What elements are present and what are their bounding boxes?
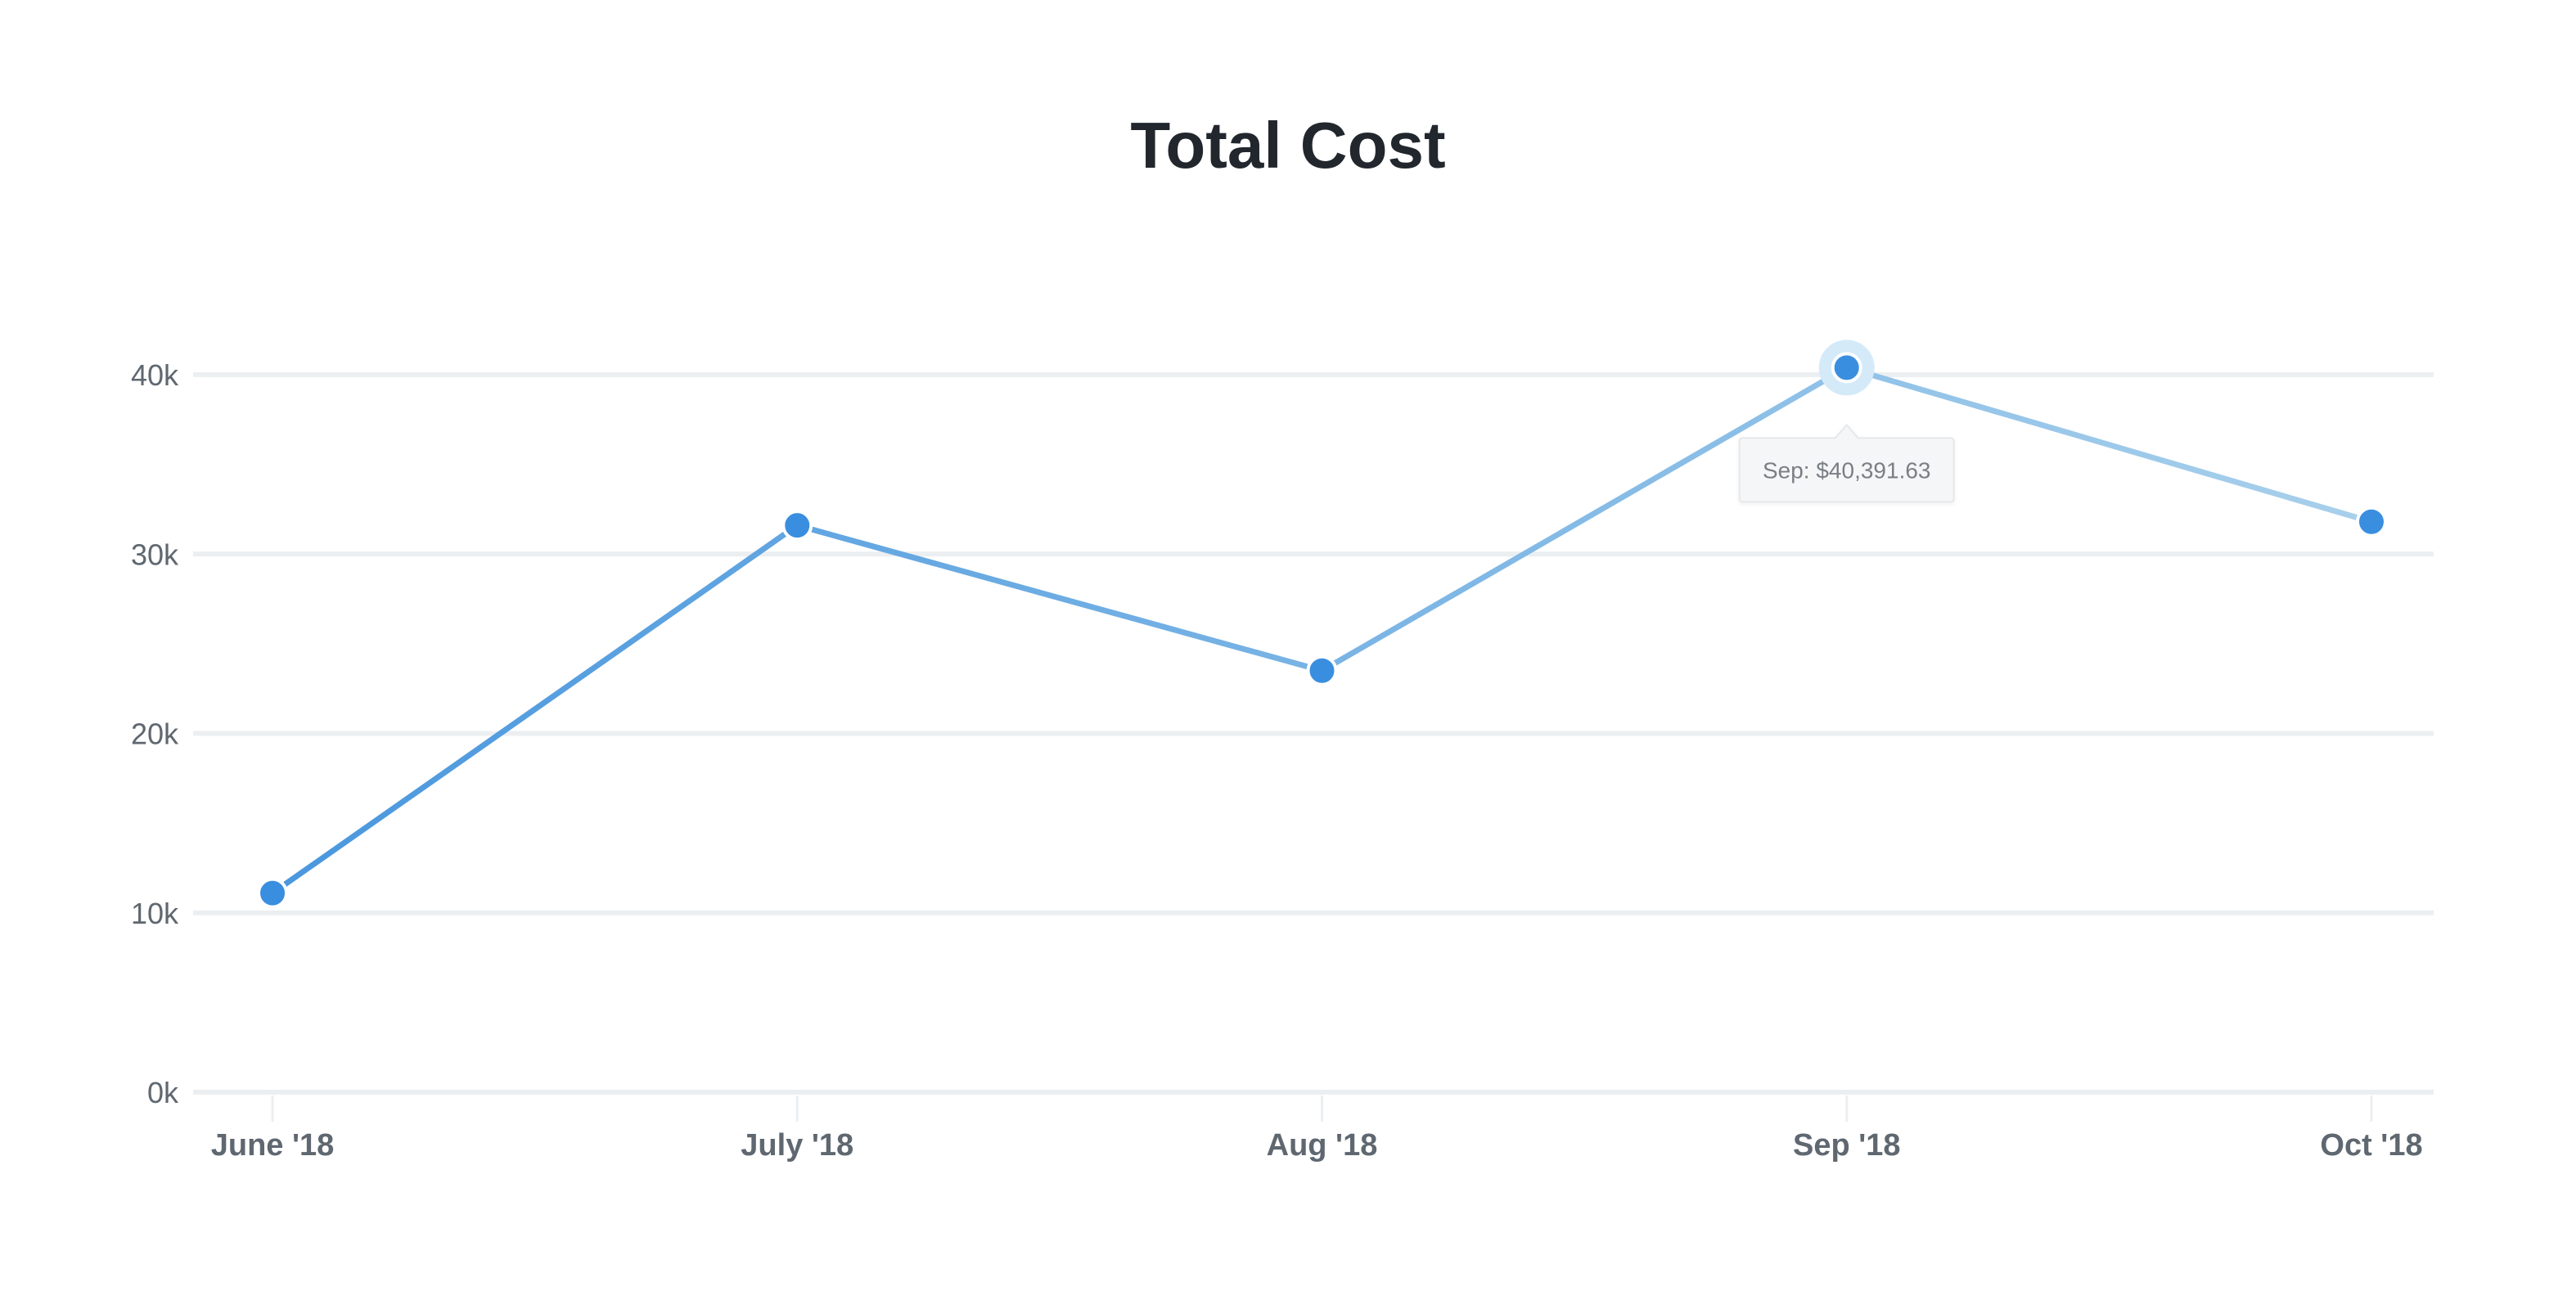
y-tick-label: 0k: [147, 1076, 179, 1109]
data-point[interactable]: [781, 510, 813, 542]
tooltip: Sep: $40,391.63: [1738, 423, 1955, 503]
data-points[interactable]: [257, 340, 2387, 909]
y-tick-label: 40k: [131, 358, 179, 392]
y-tick-label: 20k: [131, 717, 179, 751]
x-axis-ticks: [271, 1095, 2373, 1122]
x-tick-label: Oct '18: [2320, 1128, 2422, 1163]
data-point[interactable]: [257, 877, 288, 909]
data-point[interactable]: [1831, 352, 1862, 384]
x-tick-label: Sep '18: [1793, 1128, 1901, 1163]
x-axis-labels: June '18 July '18 Aug '18 Sep '18 Oct '18: [211, 1128, 2423, 1163]
grid-lines: [193, 372, 2434, 1095]
tooltip-text: Sep: $40,391.63: [1763, 457, 1931, 483]
chart-title: Total Cost: [1130, 109, 1445, 182]
tooltip-box: [1738, 423, 1955, 503]
data-point[interactable]: [1306, 654, 1338, 686]
y-tick-label: 10k: [131, 897, 179, 930]
data-point[interactable]: [2356, 506, 2387, 538]
x-tick-label: July '18: [741, 1128, 853, 1163]
series-line-path: [269, 364, 2375, 897]
series-line: [269, 364, 2375, 897]
x-tick-label: Aug '18: [1267, 1128, 1378, 1163]
y-tick-label: 30k: [131, 538, 179, 571]
y-axis-labels: 0k 10k 20k 30k 40k: [131, 358, 179, 1109]
x-tick-label: June '18: [211, 1128, 335, 1163]
